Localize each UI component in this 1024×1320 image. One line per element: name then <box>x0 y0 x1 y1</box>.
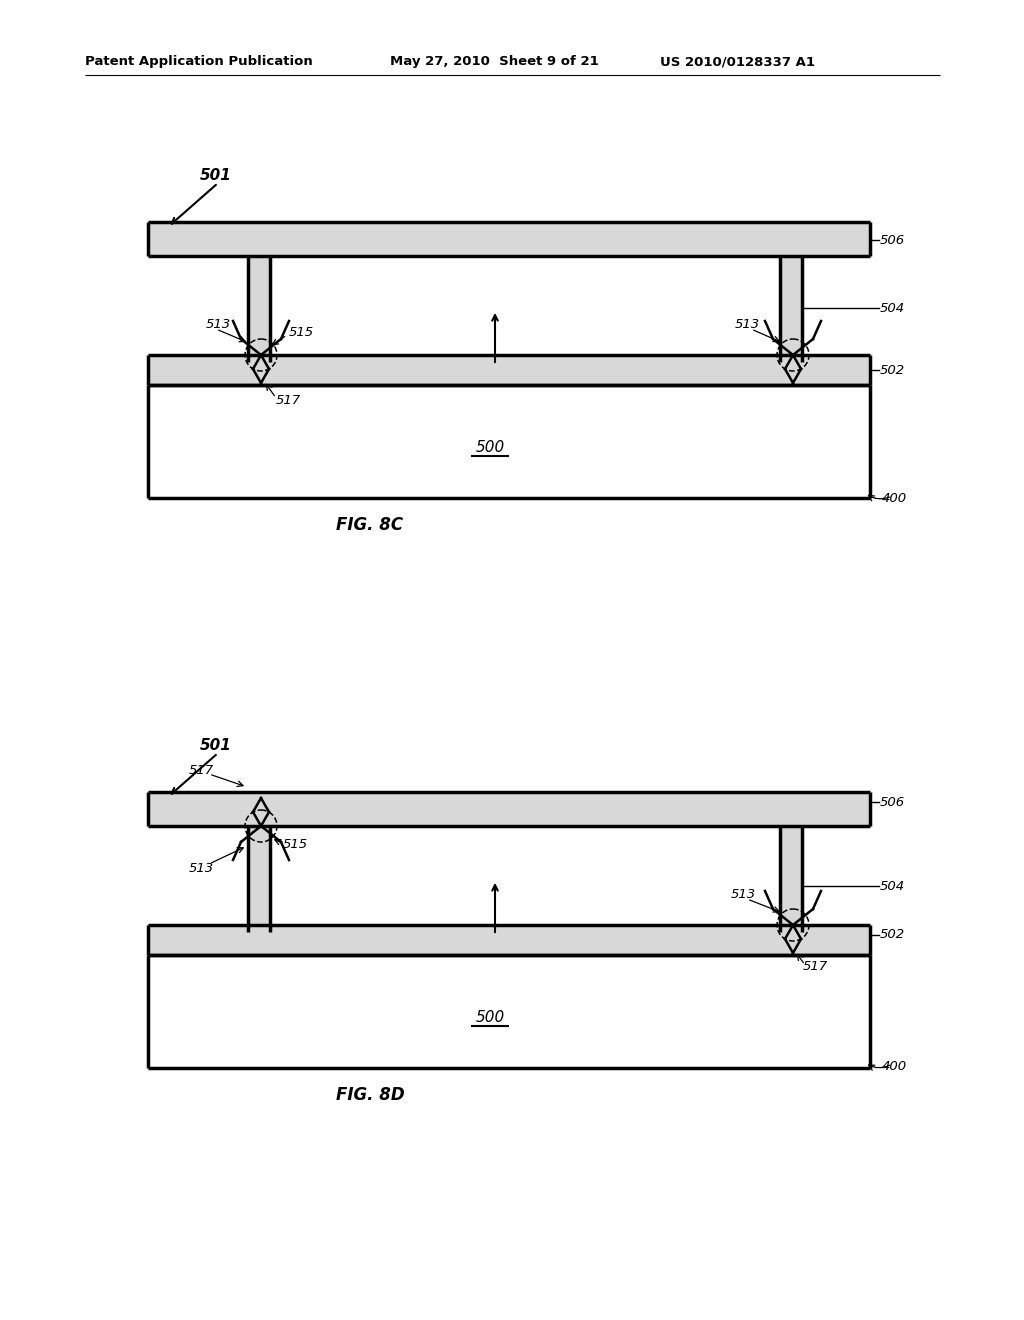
Bar <box>248 826 270 932</box>
Text: 501: 501 <box>200 738 231 752</box>
Bar <box>148 954 870 1068</box>
Text: 506: 506 <box>880 234 905 247</box>
Text: 515: 515 <box>289 326 314 339</box>
Bar <box>148 222 870 256</box>
Text: 513: 513 <box>189 862 214 874</box>
Text: 506: 506 <box>880 796 905 808</box>
Bar <box>780 256 802 362</box>
Text: 400: 400 <box>882 491 907 504</box>
Text: 502: 502 <box>880 363 905 376</box>
Bar <box>148 355 870 385</box>
Text: Patent Application Publication: Patent Application Publication <box>85 55 312 69</box>
Text: 500: 500 <box>475 441 505 455</box>
Text: 501: 501 <box>200 168 231 182</box>
Text: 513: 513 <box>206 318 231 331</box>
Text: 502: 502 <box>880 928 905 941</box>
Text: 513: 513 <box>735 318 760 331</box>
Bar <box>148 792 870 826</box>
Text: FIG. 8D: FIG. 8D <box>336 1086 404 1104</box>
Bar <box>148 385 870 498</box>
Text: 513: 513 <box>731 888 756 902</box>
Text: 504: 504 <box>880 879 905 892</box>
Text: 517: 517 <box>276 393 301 407</box>
Text: 504: 504 <box>880 301 905 314</box>
Text: May 27, 2010  Sheet 9 of 21: May 27, 2010 Sheet 9 of 21 <box>390 55 599 69</box>
Text: 500: 500 <box>475 1011 505 1026</box>
Text: 517: 517 <box>803 961 828 974</box>
Text: 400: 400 <box>882 1060 907 1072</box>
Text: US 2010/0128337 A1: US 2010/0128337 A1 <box>660 55 815 69</box>
Text: FIG. 8C: FIG. 8C <box>337 516 403 535</box>
Bar <box>248 256 270 362</box>
Bar <box>148 925 870 954</box>
Text: 515: 515 <box>283 837 308 850</box>
Text: 517: 517 <box>189 763 214 776</box>
Bar <box>780 826 802 932</box>
